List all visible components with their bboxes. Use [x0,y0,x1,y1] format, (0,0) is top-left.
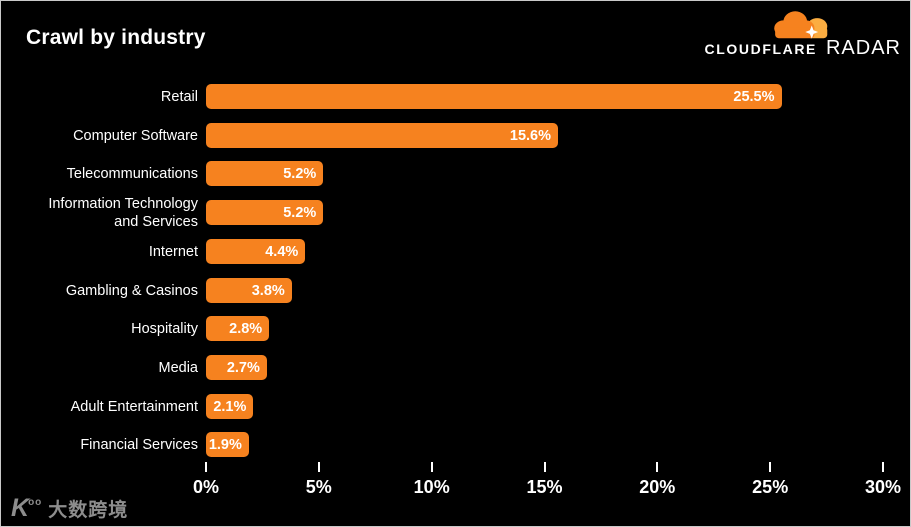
chart-row: Hospitality 2.8% [1,316,910,341]
x-axis: 0% 5% 10% 15% 20% 25% 30% [1,462,910,510]
bar: 2.8% [206,316,270,341]
bar-value-label: 3.8% [251,282,285,299]
category-label: Computer Software [73,127,198,144]
bar-value-label: 25.5% [733,88,775,105]
chart-row: Gambling & Casinos 3.8% [1,278,910,303]
chart-row: Internet 4.4% [1,239,910,264]
bar: 4.4% [206,239,306,264]
watermark-text: 大数跨境 [48,500,129,521]
bar-value-label: 5.2% [283,165,317,182]
chart-row: Retail 25.5% [1,84,910,109]
bar-value-label: 2.8% [229,320,263,337]
tick-mark [543,462,546,472]
x-axis-tick-label: 5% [305,477,332,497]
cloudflare-wordmark: CLOUDFLARE [704,41,817,57]
chart-row: Computer Software 15.6% [1,123,910,148]
cloudflare-cloud-icon [774,11,828,39]
bar-value-label: 2.1% [213,398,247,415]
x-axis-tick-label: 15% [526,477,563,497]
bar-value-label: 4.4% [265,243,299,260]
category-label: Media [158,359,199,376]
watermark: Koo 大数跨境 [11,495,128,522]
x-axis-tick-label: 25% [752,477,789,497]
category-label: Internet [148,243,198,260]
chart-row: Telecommunications 5.2% [1,161,910,186]
bar: 2.7% [206,355,267,380]
category-label: Retail [160,88,198,105]
bar-value-label: 15.6% [509,127,551,144]
radar-wordmark: RADAR [825,37,901,59]
bar-value-label: 5.2% [283,204,317,221]
chart-row: Adult Entertainment 2.1% [1,394,910,419]
flare-spark [805,25,819,39]
tick-mark [430,462,433,472]
x-axis-tick-label: 30% [864,477,902,497]
tick-mark [769,462,772,472]
bar: 15.6% [206,123,558,148]
cloudflare-radar-logo: CLOUDFLARE RADAR [703,7,903,60]
bar: 5.2% [206,200,324,225]
x-axis-tick-label: 10% [413,477,450,497]
tick-mark [656,462,659,472]
bar-value-label: 2.7% [226,359,260,376]
bar-value-label: 1.9% [208,436,242,453]
x-axis-tick-label: 0% [192,477,220,497]
bar: 5.2% [206,161,324,186]
logo-wordmark: CLOUDFLARE RADAR [705,37,901,60]
chart-row: Information Technology and Services 5.2% [1,195,910,230]
category-label: Information Technology and Services [48,195,198,230]
tick-mark [205,462,207,472]
watermark-logo-icon: Koo [11,494,43,522]
category-label: Financial Services [80,436,198,453]
category-label: Gambling & Casinos [65,282,198,299]
tick-mark [882,462,884,472]
bar: 2.1% [206,394,254,419]
chart-row: Financial Services 1.9% [1,432,910,457]
bar: 3.8% [206,278,292,303]
chart-row: Media 2.7% [1,355,910,380]
chart-title: Crawl by industry [26,26,206,49]
bar: 25.5% [206,84,782,109]
category-label: Adult Entertainment [70,398,198,415]
x-axis-tick-label: 20% [639,477,676,497]
category-label: Hospitality [131,320,198,337]
category-label: Telecommunications [66,165,198,182]
bar: 1.9% [206,432,249,457]
tick-mark [317,462,320,472]
